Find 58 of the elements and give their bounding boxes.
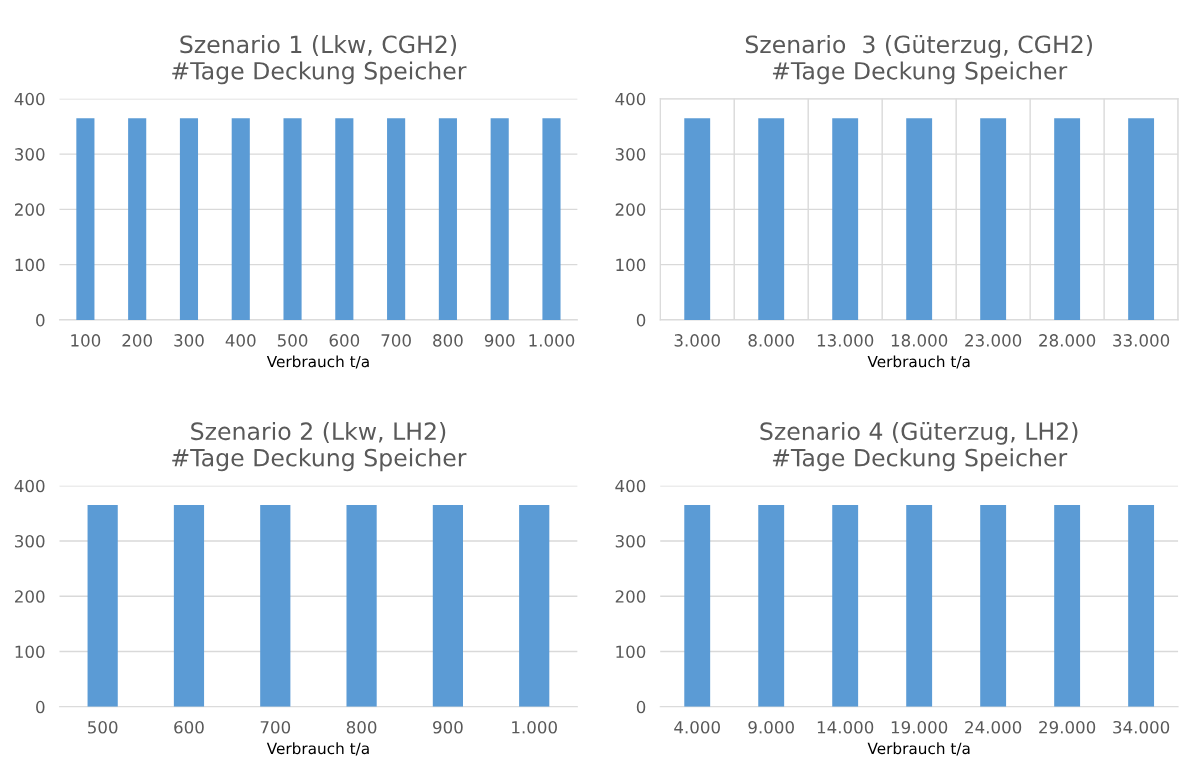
y-tick-label: 0 [36,700,45,714]
x-tick-label: 33.000 [1113,334,1170,347]
x-tick-label: 700 [260,720,291,734]
chart-title: Szenario 2 (Lkw, LH2) #Tage Deckung Speicher [172,421,467,472]
x-tick-label: 100 [71,334,101,347]
y-tick-label: 300 [615,148,646,161]
y-tick-label: 200 [15,590,45,603]
x-tick-label: 9.000 [748,720,794,734]
x-tick-label: 19.000 [891,720,948,734]
y-tick-label: 0 [36,313,45,327]
x-tick-label: 13.000 [817,334,874,347]
x-tick-label: 14.000 [817,720,874,734]
chart-title: Szenario 4 (Güterzug, LH2) #Tage Deckung Speicher [760,421,1078,472]
x-axis-title: Verbrauch t/a [266,742,369,756]
y-tick-label: 200 [615,590,646,603]
x-tick-label: 23.000 [965,334,1022,347]
x-tick-label: 200 [122,334,152,347]
x-tick-label: 34.000 [1113,720,1170,734]
y-tick-label: 400 [615,479,646,493]
y-tick-label: 100 [616,258,646,272]
x-tick-label: 400 [225,334,256,347]
y-tick-label: 300 [15,534,45,548]
y-tick-label: 300 [15,148,45,161]
x-tick-label: 800 [346,720,377,734]
x-tick-label: 600 [329,334,360,347]
y-tick-label: 400 [615,92,646,106]
x-tick-label: 800 [433,334,463,347]
x-tick-label: 1.000 [512,720,557,734]
x-tick-label: 24.000 [965,720,1022,734]
x-tick-label: 29.000 [1039,720,1096,734]
x-tick-label: 28.000 [1039,334,1096,347]
y-tick-label: 400 [14,92,45,106]
x-tick-label: 3.000 [674,334,720,347]
y-tick-label: 0 [636,313,646,327]
y-tick-label: 200 [615,203,646,216]
x-tick-label: 700 [381,334,411,347]
x-tick-label: 600 [174,720,204,734]
y-tick-label: 300 [615,534,646,548]
y-tick-label: 100 [616,645,646,659]
y-tick-label: 200 [15,203,45,216]
x-tick-label: 900 [433,720,463,734]
chart-title: Szenario 3 (Güterzug, CGH2) #Tage Deckung Speicher [745,34,1092,85]
y-tick-label: 100 [15,258,45,272]
chart-title: Szenario 1 (Lkw, CGH2) #Tage Deckung Speicher [172,34,467,85]
x-tick-label: 18.000 [891,334,948,347]
x-tick-label: 4.000 [674,720,720,734]
x-axis-title: Verbrauch t/a [867,742,970,756]
y-tick-label: 100 [15,645,45,659]
x-tick-label: 8.000 [748,334,794,347]
y-tick-label: 0 [636,700,646,714]
x-tick-label: 1.000 [529,334,575,347]
x-tick-label: 300 [174,334,204,347]
x-tick-label: 500 [277,334,308,347]
x-tick-label: 500 [88,720,118,734]
y-tick-label: 400 [14,479,45,493]
x-axis-title: Verbrauch t/a [266,355,369,369]
x-tick-label: 900 [484,334,515,347]
x-axis-title: Verbrauch t/a [867,355,970,369]
